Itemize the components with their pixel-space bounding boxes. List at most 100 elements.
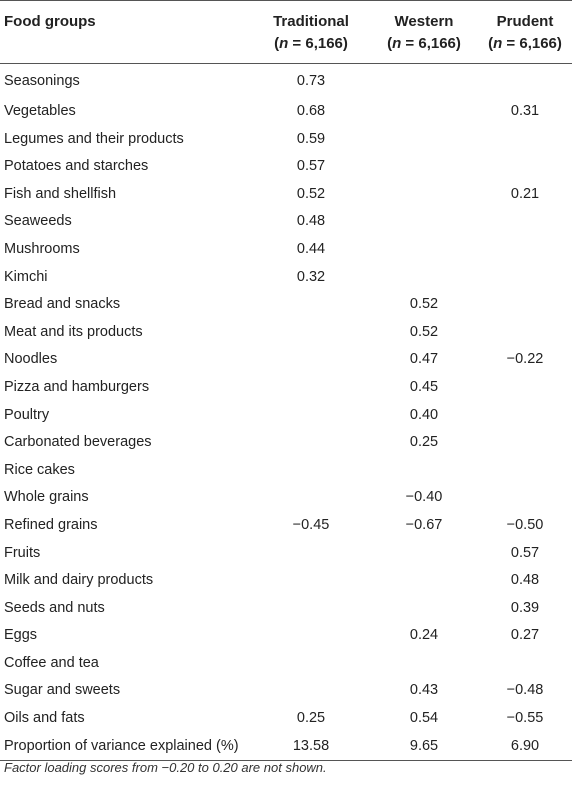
cell-traditional	[252, 402, 370, 430]
table-row: Seasonings 0.73	[0, 64, 572, 99]
header-western-n: (n = 6,166)	[387, 35, 461, 52]
cell-western: 0.40	[409, 406, 439, 423]
table-row: Fruits 0.57	[0, 540, 572, 568]
cell-food-group: Proportion of variance explained (%)	[0, 732, 252, 762]
cell-prudent: 0.21	[510, 185, 540, 202]
cell-prudent: −0.50	[506, 516, 544, 533]
table-row: Whole grains −0.40	[0, 484, 572, 512]
cell-western: −0.40	[405, 489, 443, 506]
cell-prudent	[478, 264, 572, 292]
cell-prudent: 6.90	[478, 732, 572, 762]
table-row: Pizza and hamburgers 0.45	[0, 374, 572, 402]
table-row: Rice cakes	[0, 457, 572, 485]
cell-prudent	[478, 291, 572, 319]
table-row: Eggs 0.24 0.27	[0, 622, 572, 650]
cell-prudent: −0.55	[506, 710, 544, 727]
cell-western	[370, 98, 478, 126]
cell-food-group: Oils and fats	[4, 710, 85, 727]
cell-prudent	[478, 457, 572, 485]
table-row: Kimchi 0.32	[0, 264, 572, 292]
cell-western	[370, 567, 478, 595]
cell-traditional: −0.45	[292, 516, 330, 533]
cell-food-group: Eggs	[4, 627, 38, 644]
table-row: Milk and dairy products 0.48	[0, 567, 572, 595]
cell-food-group: Meat and its products	[4, 323, 143, 340]
cell-food-group: Sugar and sweets	[4, 682, 121, 699]
cell-food-group: Milk and dairy products	[4, 572, 154, 589]
cell-traditional: 0.73	[296, 73, 326, 89]
cell-western: 0.25	[409, 434, 439, 451]
table-row: Fish and shellfish 0.52 0.21	[0, 181, 572, 209]
factor-loadings-table: Food groups Traditional (n = 6,166) West…	[0, 0, 572, 762]
cell-prudent: 0.31	[510, 103, 540, 119]
table-header-row: Food groups Traditional (n = 6,166) West…	[0, 0, 572, 64]
cell-western: 0.52	[409, 323, 439, 340]
header-western: Western (n = 6,166)	[370, 0, 478, 64]
cell-traditional	[252, 650, 370, 678]
table-row: Bread and snacks 0.52	[0, 291, 572, 319]
cell-prudent: 0.57	[510, 544, 540, 561]
table-row: Coffee and tea	[0, 650, 572, 678]
cell-prudent: 0.48	[510, 572, 540, 589]
cell-traditional: 0.59	[296, 130, 326, 147]
cell-food-group: Vegetables	[4, 103, 76, 119]
cell-prudent: −0.22	[506, 351, 544, 368]
cell-food-group: Coffee and tea	[4, 654, 99, 671]
cell-western	[370, 264, 478, 292]
cell-western: 0.43	[409, 682, 439, 699]
cell-prudent	[478, 236, 572, 264]
cell-western	[370, 595, 478, 623]
header-food-groups: Food groups	[0, 0, 252, 64]
cell-traditional	[252, 374, 370, 402]
cell-western	[370, 64, 478, 99]
table-row: Mushrooms 0.44	[0, 236, 572, 264]
cell-traditional	[252, 622, 370, 650]
cell-prudent	[478, 429, 572, 457]
cell-prudent	[478, 208, 572, 236]
cell-traditional	[252, 595, 370, 623]
table-row: Oils and fats 0.25 0.54 −0.55	[0, 705, 572, 733]
table-row: Sugar and sweets 0.43 −0.48	[0, 677, 572, 705]
cell-food-group: Mushrooms	[4, 240, 80, 257]
cell-food-group: Refined grains	[4, 516, 98, 533]
table-row: Legumes and their products 0.59	[0, 126, 572, 154]
cell-prudent: 0.39	[510, 599, 540, 616]
cell-food-group: Kimchi	[4, 268, 48, 285]
cell-food-group: Pizza and hamburgers	[4, 378, 150, 395]
cell-western	[370, 236, 478, 264]
cell-western: 0.52	[409, 296, 439, 313]
cell-traditional	[252, 540, 370, 568]
cell-prudent	[478, 650, 572, 678]
cell-prudent	[478, 126, 572, 154]
table-row: Refined grains −0.45 −0.67 −0.50	[0, 512, 572, 540]
cell-food-group: Noodles	[4, 351, 58, 368]
cell-western	[370, 540, 478, 568]
cell-traditional	[252, 677, 370, 705]
cell-traditional: 0.32	[296, 268, 326, 285]
cell-food-group: Bread and snacks	[4, 296, 121, 313]
cell-traditional: 0.52	[296, 185, 326, 202]
cell-traditional: 13.58	[252, 732, 370, 762]
cell-western: 0.45	[409, 378, 439, 395]
table-row: Carbonated beverages 0.25	[0, 429, 572, 457]
cell-traditional: 0.25	[296, 710, 326, 727]
cell-western	[370, 208, 478, 236]
table-row: Poultry 0.40	[0, 402, 572, 430]
cell-food-group: Carbonated beverages	[4, 434, 152, 451]
header-western-label: Western	[394, 13, 454, 30]
cell-food-group: Potatoes and starches	[4, 158, 149, 175]
cell-western: 0.47	[409, 351, 439, 368]
cell-traditional: 0.44	[296, 240, 326, 257]
cell-prudent	[478, 402, 572, 430]
cell-food-group: Legumes and their products	[4, 130, 184, 147]
table-row: Noodles 0.47 −0.22	[0, 346, 572, 374]
cell-traditional	[252, 484, 370, 512]
cell-traditional	[252, 429, 370, 457]
cell-food-group: Seeds and nuts	[4, 599, 105, 616]
cell-prudent: −0.48	[506, 682, 544, 699]
cell-traditional: 0.68	[296, 103, 326, 119]
cell-western	[370, 650, 478, 678]
table-row: Meat and its products 0.52	[0, 319, 572, 347]
cell-prudent	[478, 374, 572, 402]
